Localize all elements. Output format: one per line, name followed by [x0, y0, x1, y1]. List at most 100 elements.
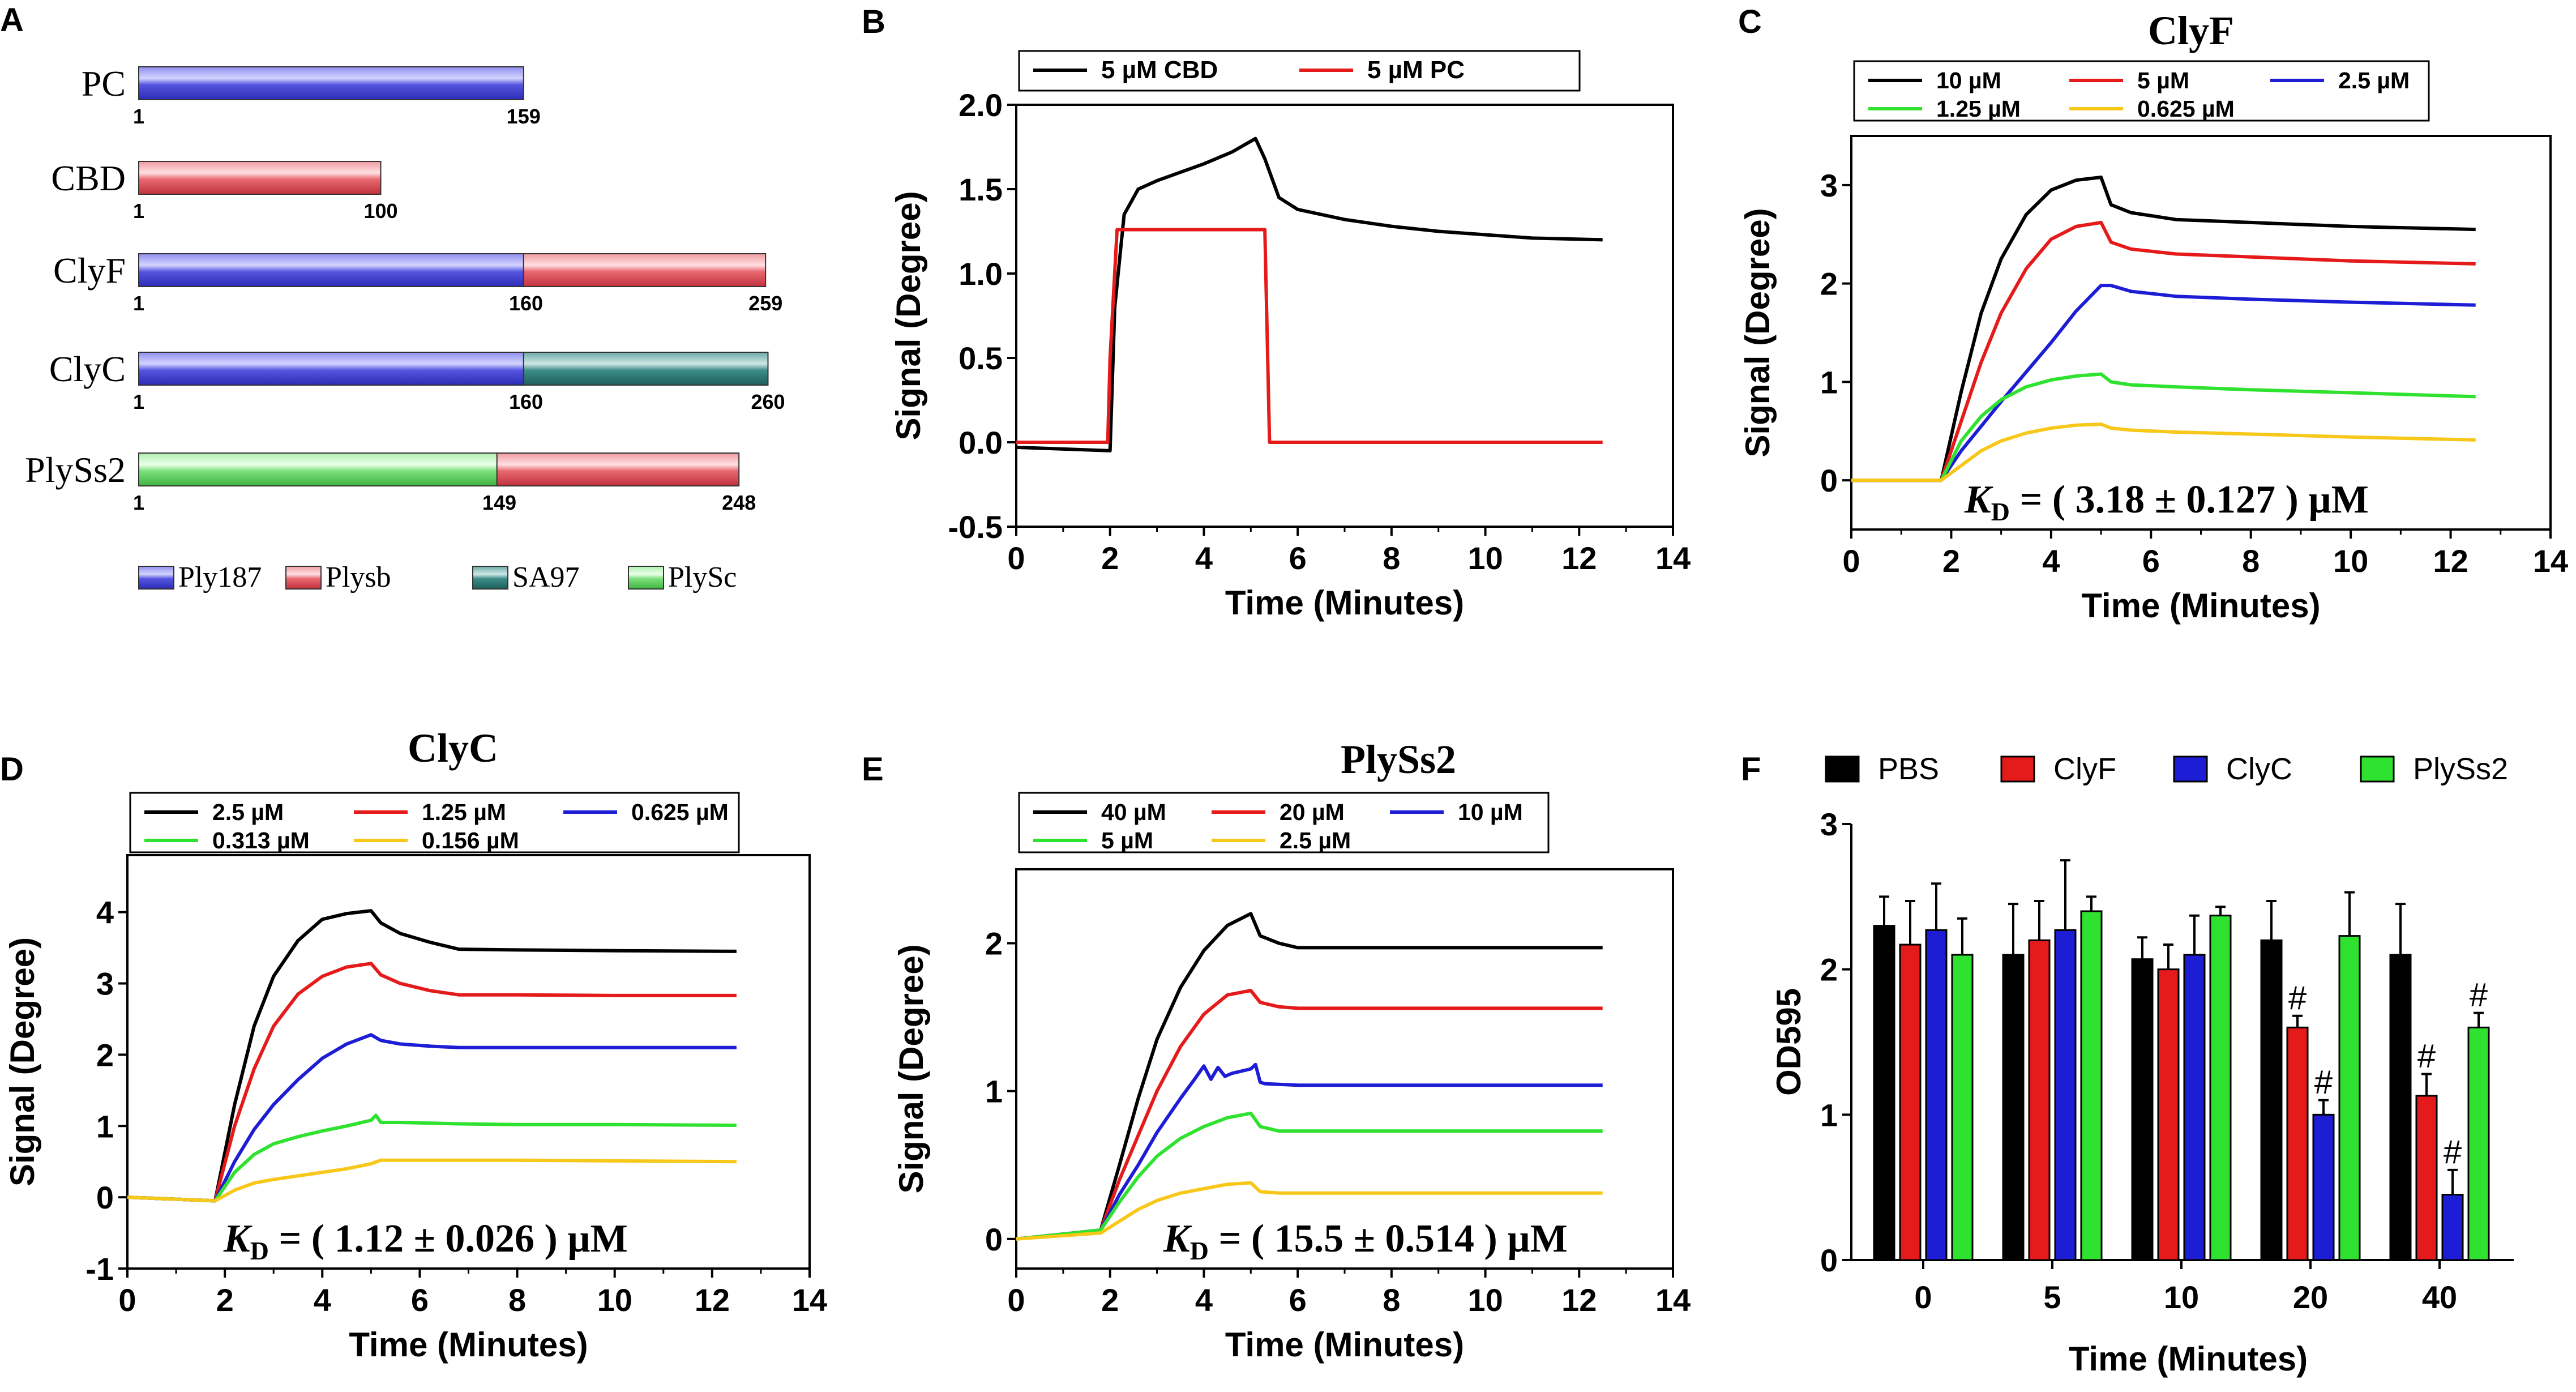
x-tick-label: 10 — [1467, 1282, 1503, 1318]
legend-label: 2.5 µM — [2338, 67, 2410, 93]
legend-label: 0.625 µM — [2137, 96, 2235, 122]
position-label: 149 — [482, 491, 516, 514]
position-label: 1 — [133, 105, 144, 128]
y-tick-label: 0 — [1820, 1242, 1838, 1278]
kd-annotation: KD = ( 15.5 ± 0.514 ) µM — [1163, 1217, 1568, 1265]
construct-segment-ply187 — [138, 66, 524, 100]
bar-clyf — [2028, 939, 2051, 1261]
position-label: 159 — [507, 105, 541, 128]
legend-label: 40 µM — [1101, 799, 1166, 825]
construct-name-plyss2: PlySs2 — [25, 450, 126, 490]
legend-label: 2.5 µM — [1280, 827, 1351, 853]
legend-box — [129, 792, 740, 853]
x-tick-label: 4 — [314, 1282, 331, 1318]
significance-hash: # — [2470, 977, 2488, 1014]
series-line-2.5-m — [127, 909, 737, 1203]
kd-subscript: D — [250, 1236, 269, 1265]
legend-label-clyc: ClyC — [2226, 752, 2292, 786]
series-line-5-m-pc — [1016, 228, 1603, 444]
panel-a-domain-diagram: PC 1 159 CBD 1 100 ClyF 1 160 259 ClyC 1 160 260 PlySs… — [25, 63, 785, 514]
legend-label-plyss2: PlySs2 — [2413, 752, 2508, 786]
legend-swatch-pbs — [1825, 755, 1860, 783]
bar-plyss2 — [2467, 1026, 2490, 1261]
bar-clyf — [1899, 943, 1922, 1261]
y-tick-label: -1 — [85, 1251, 114, 1287]
y-axis-label: Signal (Degree) — [892, 944, 930, 1193]
y-tick-label: 3 — [1820, 806, 1838, 842]
x-axis-label: Time (Minutes) — [1225, 1326, 1464, 1364]
panel-label-d: D — [0, 751, 24, 788]
construct-segment-ply187 — [138, 253, 527, 287]
legend-label-ply187: Ply187 — [178, 561, 262, 593]
legend-label-sa97: SA97 — [512, 561, 579, 593]
y-tick-label: 1.0 — [958, 256, 1003, 292]
bar-pbs — [2260, 939, 2283, 1261]
legend-label-plysb: Plysb — [326, 561, 391, 593]
x-tick-label: 6 — [1289, 1282, 1307, 1318]
series-line-0.156-m — [127, 1158, 737, 1203]
panel-label-e: E — [862, 751, 884, 788]
x-tick-label: 8 — [2242, 543, 2260, 579]
kd-value: = ( 3.18 ± 0.127 ) µM — [2010, 478, 2369, 522]
y-tick-label: -0.5 — [948, 509, 1003, 545]
x-axis-label: Time (Minutes) — [2081, 587, 2320, 625]
x-tick-label: 0 — [1842, 543, 1860, 579]
legend-label: 20 µM — [1280, 799, 1345, 825]
construct-name-cbd: CBD — [51, 158, 126, 198]
y-tick-label: 1.5 — [958, 172, 1003, 207]
legend-label-plysc: PlySc — [668, 561, 737, 593]
bar-clyc — [2183, 954, 2206, 1261]
bar-clyf — [2415, 1095, 2438, 1261]
series-line-5-m — [1851, 220, 2476, 482]
y-axis-label: OD595 — [1770, 988, 1808, 1096]
x-tick-label: 14 — [1655, 1282, 1691, 1318]
x-axis-label: Time (Minutes) — [2069, 1340, 2308, 1378]
x-tick-label: 0 — [1007, 1282, 1025, 1318]
y-tick-label: 1 — [985, 1074, 1003, 1109]
chart-b-cbd-pc: 0 2 4 6 8 10 12 14 -0.5 0.0 0.5 1.0 1.5 2.0 Time (Minu… — [889, 50, 1691, 622]
kd-prefix: K — [223, 1217, 253, 1261]
legend-label: 5 µM CBD — [1101, 56, 1218, 84]
x-tick-label: 8 — [1383, 1282, 1400, 1318]
x-tick-label: 14 — [792, 1282, 827, 1318]
x-tick-label: 2 — [1101, 540, 1119, 576]
x-tick-label: 8 — [1383, 540, 1400, 576]
y-tick-label: 2.0 — [958, 87, 1003, 123]
panel-label-a: A — [0, 2, 24, 39]
bar-clyc — [2312, 1113, 2335, 1261]
panel-label-c: C — [1738, 3, 1762, 40]
y-tick-label: 0.5 — [958, 340, 1003, 376]
legend-label: 2.5 µM — [212, 799, 284, 825]
legend-swatch-clyc — [2173, 755, 2208, 783]
x-axis-label: Time (Minutes) — [1225, 584, 1464, 622]
significance-hash: # — [2288, 980, 2307, 1017]
panel-label-f: F — [1741, 751, 1761, 788]
legend-label: 10 µM — [1458, 799, 1523, 825]
chart-f-od595: 0 1 2 3 OD595 Time (Minutes) 0 5 10 20 # #40 # # # PBS C… — [1770, 752, 2514, 1378]
position-label: 160 — [509, 390, 543, 413]
series-line-0.313-m — [127, 1113, 737, 1203]
x-tick-label: 2 — [216, 1282, 234, 1318]
legend-label-pbs: PBS — [1878, 752, 1939, 786]
x-axis-label: Time (Minutes) — [349, 1326, 588, 1364]
significance-hash: # — [2417, 1037, 2436, 1074]
legend-box — [1853, 60, 2430, 122]
series-line-2.5-m — [1851, 284, 2476, 482]
legend-swatch-clyf — [2000, 755, 2035, 783]
x-tick-label: 0 — [1007, 540, 1025, 576]
position-label: 160 — [509, 292, 543, 315]
x-tick-label: 40 — [2422, 1279, 2457, 1315]
x-tick-label: 14 — [1655, 540, 1691, 576]
legend-label: 5 µM PC — [1367, 56, 1465, 84]
legend-label: 1.25 µM — [1936, 96, 2021, 122]
kd-subscript: D — [1991, 497, 2010, 526]
y-tick-label: 0.0 — [958, 425, 1003, 460]
bar-clyc — [2054, 929, 2077, 1261]
series-line-10-m — [1016, 1062, 1603, 1241]
y-tick-label: 2 — [1820, 266, 1838, 302]
bar-plyss2 — [2080, 910, 2103, 1261]
chart-title: PlySs2 — [1341, 737, 1456, 782]
